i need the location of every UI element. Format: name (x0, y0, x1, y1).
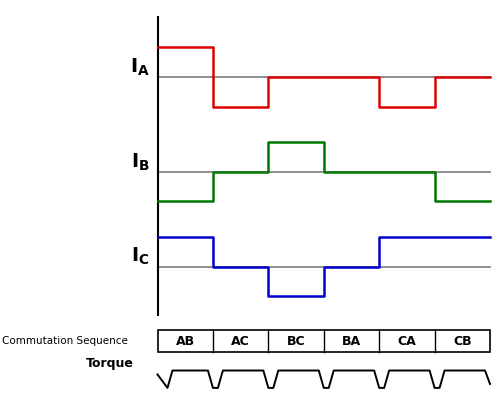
Text: $\mathbf{I_A}$: $\mathbf{I_A}$ (130, 56, 150, 78)
Text: $\mathbf{I_C}$: $\mathbf{I_C}$ (132, 246, 150, 267)
Text: $\mathbf{I_B}$: $\mathbf{I_B}$ (131, 151, 150, 173)
Text: CB: CB (453, 335, 471, 348)
Text: Torque: Torque (86, 357, 134, 370)
Text: BC: BC (286, 335, 306, 348)
Text: AB: AB (176, 335, 195, 348)
Text: CA: CA (398, 335, 416, 348)
Text: AC: AC (231, 335, 250, 348)
Bar (158, 330, 490, 352)
Text: Commutation Sequence: Commutation Sequence (2, 336, 128, 346)
Text: BA: BA (342, 335, 361, 348)
